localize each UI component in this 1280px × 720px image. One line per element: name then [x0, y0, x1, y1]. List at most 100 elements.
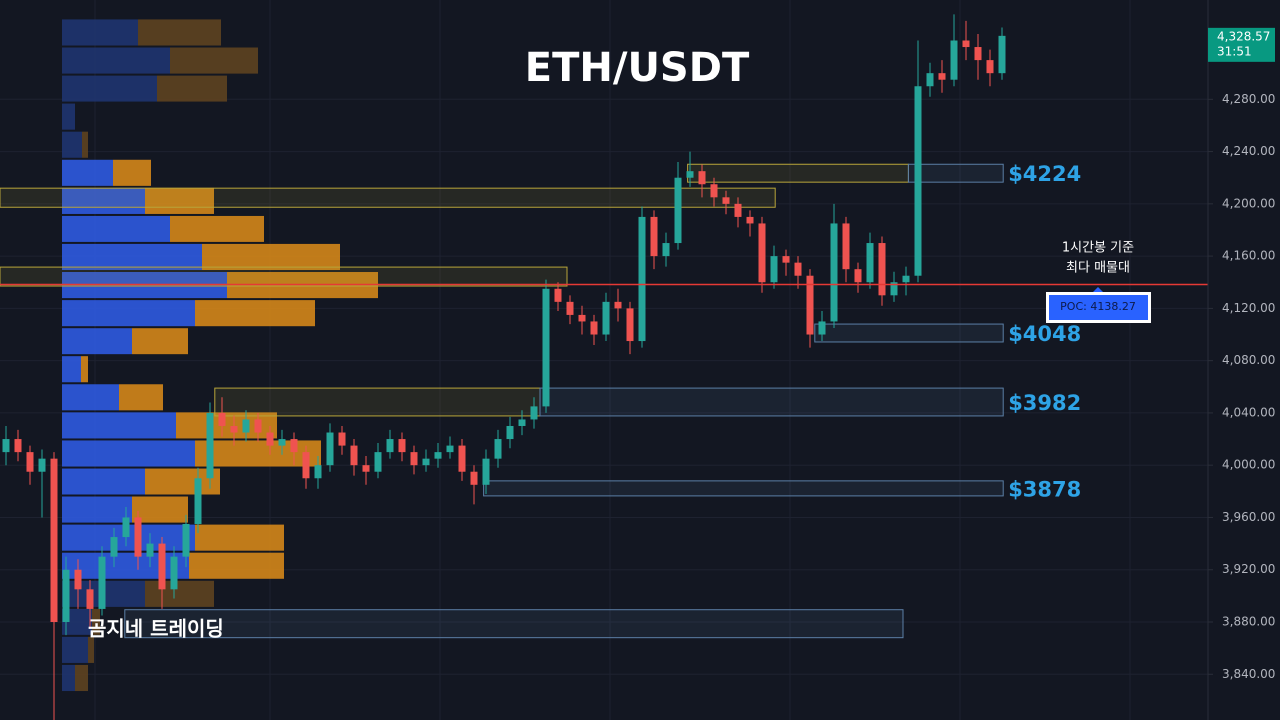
candle-body	[650, 216, 658, 257]
candle-body	[242, 419, 250, 433]
candle-body	[674, 177, 682, 244]
candle-body	[290, 439, 298, 453]
candle-body	[314, 465, 322, 479]
candle-body	[458, 445, 466, 472]
candle-body	[590, 321, 598, 335]
candle-body	[86, 589, 94, 609]
profile-buy	[62, 552, 189, 579]
candle-body	[626, 308, 634, 342]
candle-body	[386, 439, 394, 453]
candle-body	[254, 419, 262, 433]
candle-body	[974, 47, 982, 61]
profile-buy	[62, 356, 81, 383]
y-tick-label: 3,880.00	[1222, 614, 1275, 628]
candle-body	[698, 171, 706, 185]
profile-buy	[62, 243, 202, 271]
candle-body	[422, 458, 430, 466]
candle-body	[722, 197, 730, 204]
vertical-grid	[94, 0, 1131, 720]
candle-body	[662, 243, 670, 257]
candle-body	[818, 321, 826, 335]
candle-body	[278, 439, 286, 446]
profile-buy	[62, 636, 88, 663]
volume-profile	[62, 19, 378, 692]
candle-body	[506, 425, 514, 440]
candle-body	[50, 458, 58, 622]
candle-body	[62, 569, 70, 622]
profile-buy	[62, 440, 195, 467]
candle-body	[830, 223, 838, 322]
profile-sell	[195, 300, 315, 327]
candle-body	[890, 282, 898, 296]
profile-sell	[157, 75, 227, 102]
candle-body	[218, 412, 226, 426]
zone	[214, 387, 541, 417]
candle-body	[38, 458, 46, 472]
candle-body	[794, 262, 802, 276]
y-tick-label: 3,960.00	[1222, 510, 1275, 524]
note: 1시간봉 기준	[1062, 241, 1134, 256]
zone-label: $4224	[1008, 162, 1081, 186]
profile-buy	[62, 103, 75, 130]
zone-label: $3982	[1008, 391, 1081, 415]
y-tick-label: 4,160.00	[1222, 249, 1275, 263]
candle-body	[350, 445, 358, 466]
profile-sell	[138, 19, 221, 46]
candle-body	[986, 60, 994, 74]
candle-body	[74, 569, 82, 590]
profile-buy	[62, 384, 119, 411]
candle-body	[866, 243, 874, 283]
candle-body	[194, 478, 202, 524]
candle-body	[230, 425, 238, 433]
candle-body	[326, 432, 334, 466]
candle-body	[962, 40, 970, 48]
candle-body	[446, 445, 454, 453]
profile-buy	[62, 19, 138, 46]
candle-body	[266, 432, 274, 446]
candle-body	[602, 301, 610, 335]
zone	[687, 163, 909, 183]
profile-buy	[62, 328, 132, 355]
candle-body	[398, 439, 406, 453]
zone	[483, 480, 1004, 497]
profile-sell	[82, 131, 88, 158]
zone	[0, 266, 568, 287]
poc-pointer	[1092, 287, 1104, 293]
candle-body	[878, 243, 886, 296]
candles	[2, 14, 1006, 720]
y-tick-label: 4,000.00	[1222, 458, 1275, 472]
candle-body	[914, 86, 922, 276]
poc-box	[1049, 295, 1148, 320]
y-tick-label: 4,240.00	[1222, 144, 1275, 158]
profile-buy	[62, 187, 145, 214]
profile-buy	[62, 468, 145, 495]
candle-body	[770, 256, 778, 283]
candle-body	[998, 35, 1006, 74]
profile-buy	[62, 496, 132, 523]
last-price-label: 4,328.57	[1217, 29, 1270, 43]
profile-sell	[145, 187, 214, 214]
profile-sell	[195, 440, 321, 467]
candle-body	[494, 439, 502, 459]
candle-body	[902, 275, 910, 283]
candle-body	[758, 223, 766, 283]
candle-body	[374, 452, 382, 472]
profile-sell	[170, 47, 258, 74]
y-tick-label: 4,120.00	[1222, 301, 1275, 315]
candle-body	[614, 301, 622, 309]
candle-body	[806, 275, 814, 335]
profile-buy	[62, 159, 113, 186]
profile-sell	[113, 159, 151, 186]
candle-body	[926, 73, 934, 87]
candle-body	[578, 314, 586, 322]
candle-body	[302, 452, 310, 479]
zone	[539, 387, 1004, 417]
zone	[124, 609, 904, 639]
candle-body	[482, 458, 490, 485]
profile-sell	[119, 384, 163, 411]
zone	[814, 323, 1004, 343]
zones: $4224 $4048 $3982 $3878	[0, 162, 1081, 639]
candle-body	[146, 543, 154, 557]
profile-buy	[62, 300, 195, 327]
candle-body	[110, 537, 118, 557]
